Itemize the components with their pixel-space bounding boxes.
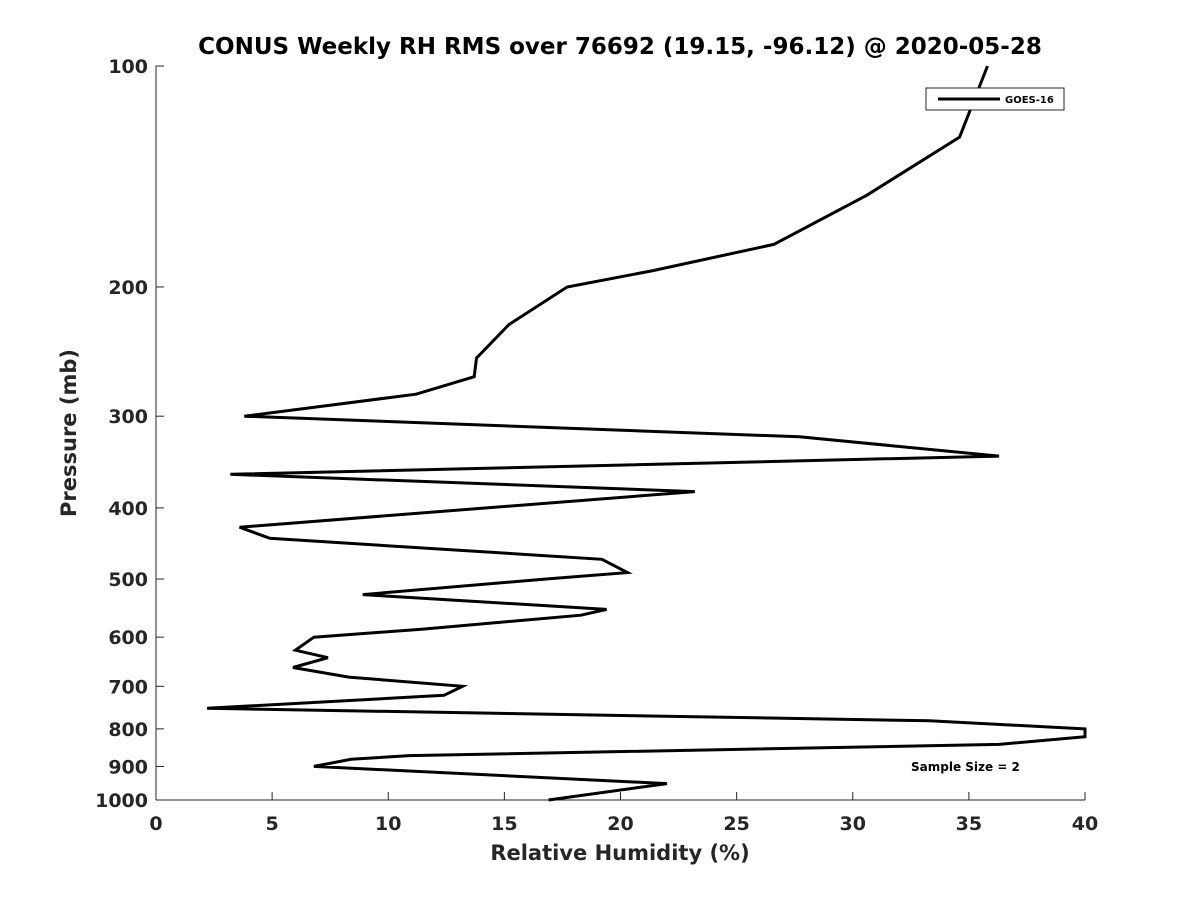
y-tick-label: 800 [108,719,148,741]
y-tick-label: 200 [108,277,148,299]
y-tick-label: 300 [108,406,148,428]
legend-entry-goes-16: GOES-16 [1005,95,1054,106]
x-tick-label: 15 [491,813,517,835]
y-tick-label: 1000 [95,790,148,812]
y-tick-label: 100 [108,56,148,78]
x-axis-label: Relative Humidity (%) [490,841,749,865]
y-axis-ticks: 100 200 300 400 500 600 700 800 900 1000 [95,56,164,812]
series-layer [207,65,1087,802]
chart-title: CONUS Weekly RH RMS over 76692 (19.15, -… [198,34,1042,60]
x-axis-ticks: 0 5 10 15 20 25 30 35 40 [149,792,1098,835]
series-line-0 [207,65,1087,802]
sample-size-annotation: Sample Size = 2 [911,760,1020,774]
x-tick-label: 0 [149,813,162,835]
y-tick-label: 600 [108,627,148,649]
x-tick-label: 10 [375,813,401,835]
x-tick-label: 30 [840,813,866,835]
x-tick-label: 40 [1072,813,1098,835]
x-tick-label: 35 [956,813,982,835]
x-tick-label: 5 [266,813,279,835]
y-tick-label: 700 [108,676,148,698]
legend: GOES-16 [925,87,1065,111]
y-tick-label: 400 [108,498,148,520]
y-tick-label: 900 [108,756,148,778]
y-axis-label: Pressure (mb) [57,349,81,517]
y-tick-label: 500 [108,569,148,591]
x-tick-label: 20 [607,813,633,835]
x-tick-label: 25 [723,813,749,835]
